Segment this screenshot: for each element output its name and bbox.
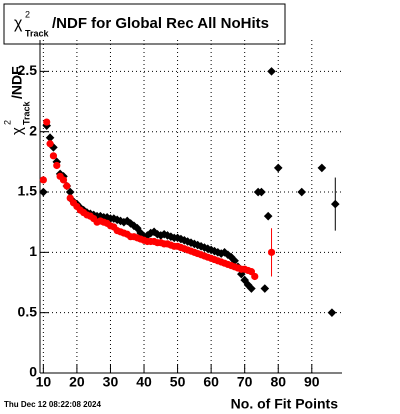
point	[213, 248, 223, 257]
point	[216, 249, 226, 258]
title-sup: 2	[25, 9, 30, 19]
point	[297, 187, 307, 197]
chart-title: /NDF for Global Rec All NoHits	[52, 15, 269, 32]
x-axis-label: No. of Fit Points	[231, 396, 339, 412]
point	[116, 216, 125, 226]
point	[43, 118, 51, 126]
point	[63, 182, 71, 190]
point	[327, 308, 337, 317]
point	[183, 237, 192, 246]
y-tick-label: 0	[29, 364, 37, 380]
point	[45, 133, 55, 143]
point	[263, 211, 273, 221]
ylabel-symbol: χ	[9, 127, 26, 135]
point	[53, 161, 61, 170]
x-tick-label: 90	[304, 374, 320, 390]
point	[243, 280, 253, 290]
point	[193, 240, 203, 250]
point	[251, 272, 259, 281]
point	[240, 275, 249, 285]
x-tick-label: 30	[103, 374, 119, 390]
point	[267, 67, 276, 76]
point	[273, 163, 283, 173]
point	[220, 248, 229, 257]
x-tick-label: 80	[270, 374, 286, 390]
point	[96, 211, 105, 221]
point	[49, 152, 58, 160]
point	[317, 163, 327, 173]
x-tick-label: 50	[170, 374, 186, 390]
point	[39, 187, 48, 197]
point	[149, 227, 159, 237]
point	[156, 231, 166, 240]
x-tick-label: 20	[69, 374, 85, 390]
x-tick-label: 10	[36, 374, 52, 390]
point	[59, 176, 68, 184]
point	[46, 140, 54, 148]
title-sub: Track	[25, 28, 50, 38]
point	[247, 284, 256, 293]
y-tick-label: 0.5	[18, 303, 38, 319]
y-tick-label: 1.5	[18, 183, 38, 199]
point	[200, 243, 209, 252]
point	[190, 239, 199, 249]
point	[39, 176, 47, 184]
point	[223, 250, 233, 260]
point	[102, 213, 112, 222]
y-axis-label: χ 2 Track /NDF	[2, 66, 31, 135]
point	[267, 248, 276, 256]
title-symbol: χ	[14, 15, 23, 32]
ylabel-rest: /NDF	[9, 66, 25, 99]
point	[330, 199, 340, 209]
point	[257, 187, 266, 197]
point	[179, 235, 189, 245]
y-tick-label: 1	[29, 243, 37, 259]
point	[65, 187, 75, 197]
timestamp: Thu Dec 12 08:22:08 2024	[4, 400, 101, 409]
point	[52, 157, 62, 167]
x-tick-label: 70	[237, 374, 253, 390]
ylabel-sup: 2	[2, 120, 12, 125]
point	[176, 234, 186, 244]
title-box	[3, 3, 286, 45]
y-tick-label: 2.5	[18, 62, 38, 78]
x-tick-label: 40	[136, 374, 152, 390]
point	[139, 232, 149, 241]
ylabel-sub: Track	[21, 100, 31, 125]
y-tick-label: 2	[29, 122, 37, 138]
point	[203, 244, 213, 254]
x-tick-label: 60	[203, 374, 219, 390]
point	[136, 228, 145, 238]
point	[260, 284, 270, 293]
point	[133, 223, 142, 233]
